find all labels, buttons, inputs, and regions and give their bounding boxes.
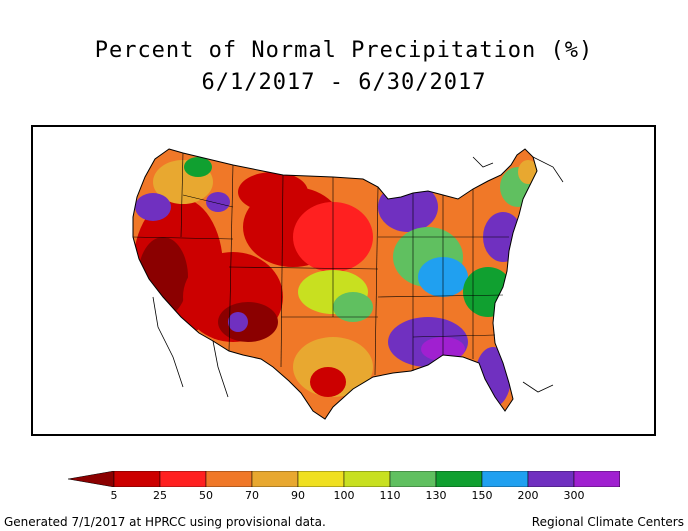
- legend-swatch: [159, 471, 207, 487]
- legend-bar: [68, 471, 620, 487]
- legend-swatch: [251, 471, 299, 487]
- map-subtitle: 6/1/2017 - 6/30/2017: [201, 70, 487, 95]
- legend-swatch: [343, 471, 391, 487]
- legend-tick-label: 90: [291, 489, 305, 502]
- legend-tick-label: 300: [563, 489, 585, 502]
- legend-tick-label: 130: [425, 489, 447, 502]
- precipitation-map: [132, 148, 564, 420]
- legend-tick-label: 25: [153, 489, 167, 502]
- legend-tick-label: 100: [333, 489, 355, 502]
- legend-tick-label: 150: [471, 489, 493, 502]
- color-legend: [68, 471, 620, 487]
- legend-swatch: [435, 471, 483, 487]
- footer-generated-note: Generated 7/1/2017 at HPRCC using provis…: [4, 515, 326, 529]
- legend-tick-label: 110: [379, 489, 401, 502]
- legend-arrow-low: [68, 471, 115, 487]
- state-boundaries: [132, 152, 509, 376]
- map-frame: [31, 125, 656, 436]
- map-title: Percent of Normal Precipitation (%): [94, 38, 594, 63]
- legend-swatch: [481, 471, 529, 487]
- legend-swatch: [573, 471, 620, 487]
- legend-tick-label: 200: [517, 489, 539, 502]
- legend-swatch: [205, 471, 253, 487]
- legend-tick-label: 70: [245, 489, 259, 502]
- legend-swatch: [527, 471, 575, 487]
- legend-swatch: [389, 471, 437, 487]
- precipitation-field: [133, 149, 537, 419]
- legend-tick-label: 50: [199, 489, 213, 502]
- legend-swatch: [297, 471, 345, 487]
- border-fragments: [152, 156, 564, 398]
- legend-swatch: [113, 471, 161, 487]
- legend-tick-label: 5: [110, 489, 118, 502]
- footer-source: Regional Climate Centers: [531, 515, 684, 529]
